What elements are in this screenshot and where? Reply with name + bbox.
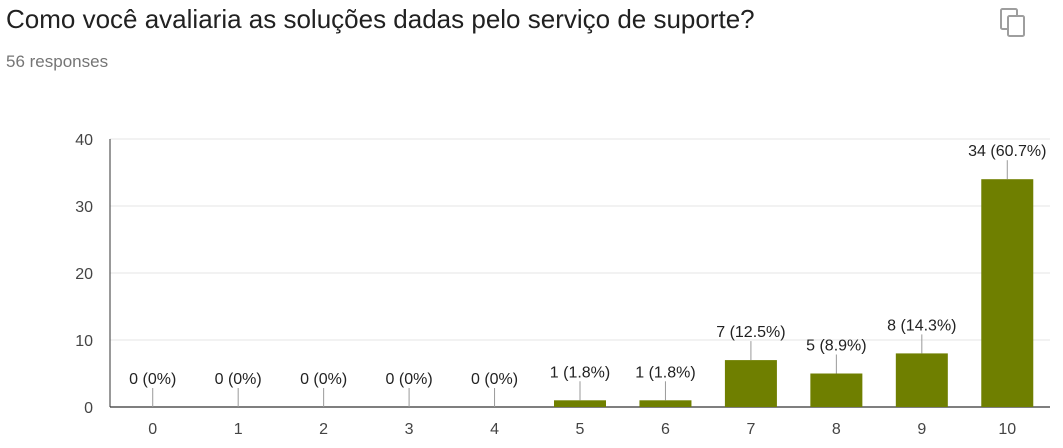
data-label: 0 (0%): [300, 371, 347, 388]
x-tick-label: 1: [234, 421, 243, 438]
y-tick-label: 40: [75, 132, 93, 149]
x-tick-label: 9: [917, 421, 926, 438]
copy-chart-button[interactable]: [996, 7, 1030, 43]
copy-icon: [1000, 7, 1026, 43]
data-label: 8 (14.3%): [887, 317, 956, 334]
bar: [554, 400, 606, 407]
y-tick-label: 10: [75, 333, 93, 350]
x-tick-label: 4: [490, 421, 499, 438]
x-tick-label: 2: [319, 421, 328, 438]
data-label: 0 (0%): [471, 371, 518, 388]
x-tick-label: 6: [661, 421, 670, 438]
response-count: 56 responses: [6, 52, 109, 71]
x-tick-label: 7: [746, 421, 755, 438]
bar: [639, 400, 692, 407]
data-label: 0 (0%): [386, 371, 433, 388]
bar: [724, 360, 777, 407]
x-tick-label: 10: [998, 421, 1016, 438]
bar: [810, 373, 863, 407]
x-tick-label: 8: [832, 421, 841, 438]
data-label: 1 (1.8%): [550, 364, 610, 381]
data-label: 0 (0%): [129, 371, 176, 388]
x-tick-label: 5: [576, 421, 585, 438]
data-label: 1 (1.8%): [635, 364, 695, 381]
data-label: 0 (0%): [215, 371, 262, 388]
bar: [895, 353, 948, 407]
data-label: 5 (8.9%): [806, 338, 866, 355]
y-tick-label: 30: [75, 199, 93, 216]
bar: [981, 179, 1034, 407]
question-title: Como você avaliaria as soluções dadas pe…: [6, 4, 755, 34]
data-label: 7 (12.5%): [716, 324, 785, 341]
y-tick-label: 0: [84, 400, 93, 417]
x-tick-label: 3: [405, 421, 414, 438]
data-label: 34 (60.7%): [968, 143, 1046, 160]
y-tick-label: 20: [75, 266, 93, 283]
x-tick-label: 0: [148, 421, 157, 438]
